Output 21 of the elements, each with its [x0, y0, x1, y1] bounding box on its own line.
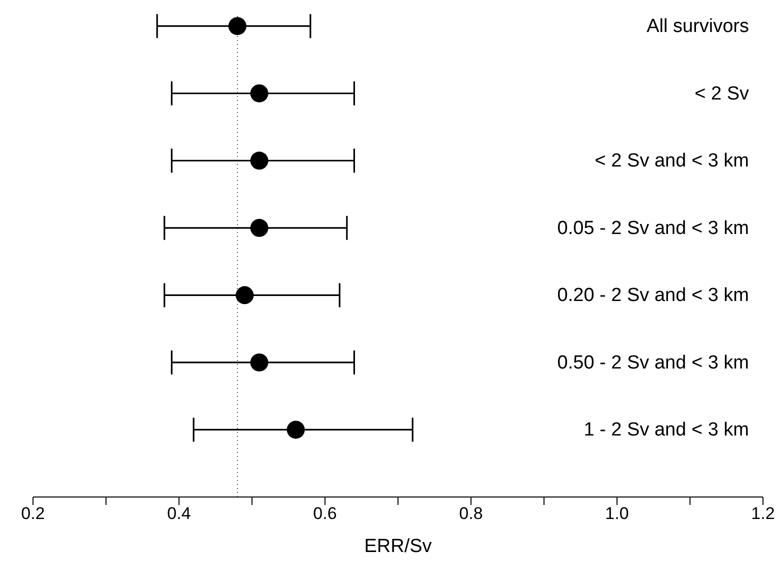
y-tick-label: 0.50 - 2 Sv and < 3 km	[557, 352, 749, 374]
point	[236, 286, 254, 304]
y-tick-label: All survivors	[646, 16, 749, 38]
y-tick-label: 0.20 - 2 Sv and < 3 km	[557, 285, 749, 306]
point	[250, 353, 268, 372]
y-tick-label: < 2 Sv	[694, 83, 750, 104]
y-tick-label: < 2 Sv and < 3 km	[594, 150, 749, 172]
point	[228, 17, 246, 36]
x-tick-label: 1.2	[751, 504, 775, 524]
point	[286, 420, 305, 439]
point	[250, 218, 268, 237]
x-tick-label: 0.8	[459, 504, 483, 524]
text: 1.0	[605, 504, 629, 524]
x-tick-label: 0.4	[167, 504, 191, 524]
y-tick-label: 0.05 - 2 Sv and < 3 km	[557, 218, 749, 239]
point	[250, 152, 268, 170]
point	[250, 84, 268, 102]
x-axis-title: ERR/Sv	[364, 536, 432, 557]
y-tick-label: 1 - 2 Sv and < 3 km	[584, 420, 749, 441]
x-tick-label: 0.6	[313, 504, 337, 524]
x-tick-label: 0.2	[21, 504, 45, 524]
